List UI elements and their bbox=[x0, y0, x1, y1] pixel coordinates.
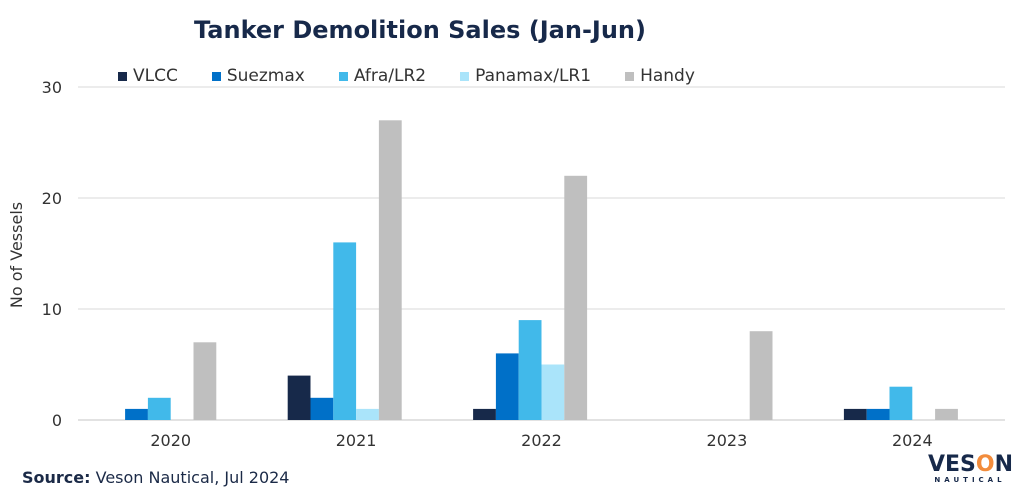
legend-item: VLCC bbox=[118, 66, 178, 86]
bar-handy-2020 bbox=[193, 342, 217, 420]
y-tick-label: 0 bbox=[52, 411, 62, 430]
source-note: Source: Veson Nautical, Jul 2024 bbox=[22, 468, 289, 487]
bar-suezmax-2022 bbox=[495, 353, 519, 420]
legend-swatch bbox=[460, 71, 470, 81]
source-label: Source: bbox=[22, 468, 91, 487]
bar-vlcc-2021 bbox=[287, 375, 311, 420]
legend-item: Afra/LR2 bbox=[338, 66, 427, 86]
chart-title: Tanker Demolition Sales (Jan-Jun) bbox=[194, 16, 646, 44]
legend-label: Afra/LR2 bbox=[353, 66, 427, 86]
legend-swatch bbox=[118, 71, 127, 81]
bar-afra-lr2-2020 bbox=[147, 397, 171, 420]
legend-label: Panamax/LR1 bbox=[475, 66, 592, 86]
bar-suezmax-2024 bbox=[866, 408, 890, 420]
source-text: Veson Nautical, Jul 2024 bbox=[90, 468, 290, 487]
x-tick-label: 2020 bbox=[150, 431, 191, 450]
legend-label: VLCC bbox=[133, 66, 178, 86]
bar-handy-2023 bbox=[749, 331, 773, 420]
veson-logo: VESON NAUTICAL bbox=[928, 452, 1014, 485]
bar-afra-lr2-2024 bbox=[889, 386, 913, 420]
logo-subtitle: NAUTICAL bbox=[934, 476, 1006, 484]
bar-suezmax-2021 bbox=[310, 397, 334, 420]
legend-swatch bbox=[211, 71, 221, 81]
legend-swatch bbox=[338, 71, 348, 81]
bar-suezmax-2020 bbox=[125, 408, 148, 420]
y-tick-label: 10 bbox=[42, 300, 62, 319]
y-axis-label: No of Vessels bbox=[7, 202, 26, 308]
bar-handy-2022 bbox=[564, 175, 588, 420]
bar-panamax-lr1-2021 bbox=[356, 408, 379, 420]
x-tick-label: 2022 bbox=[521, 431, 562, 450]
legend-swatch bbox=[625, 71, 635, 81]
bar-handy-2021 bbox=[378, 120, 402, 421]
x-tick-label: 2021 bbox=[336, 431, 377, 450]
logo-wordmark: VESON bbox=[928, 452, 1014, 477]
legend-item: Handy bbox=[625, 66, 695, 86]
legend: VLCC Suezmax Afra/LR2 Panamax/LR1 Handy bbox=[118, 66, 729, 86]
legend-label: Suezmax bbox=[226, 66, 305, 86]
legend-item: Suezmax bbox=[211, 66, 305, 86]
bar-afra-lr2-2021 bbox=[333, 242, 357, 420]
x-tick-label: 2023 bbox=[707, 431, 748, 450]
bar-panamax-lr1-2022 bbox=[541, 364, 565, 420]
bar-handy-2024 bbox=[935, 408, 958, 420]
legend-label: Handy bbox=[640, 66, 695, 86]
y-tick-label: 20 bbox=[42, 189, 62, 208]
y-tick-label: 30 bbox=[42, 78, 62, 97]
bar-afra-lr2-2022 bbox=[518, 320, 542, 420]
bar-vlcc-2022 bbox=[473, 408, 496, 420]
bar-vlcc-2024 bbox=[843, 408, 867, 420]
legend-item: Panamax/LR1 bbox=[460, 66, 591, 86]
x-tick-label: 2024 bbox=[892, 431, 933, 450]
